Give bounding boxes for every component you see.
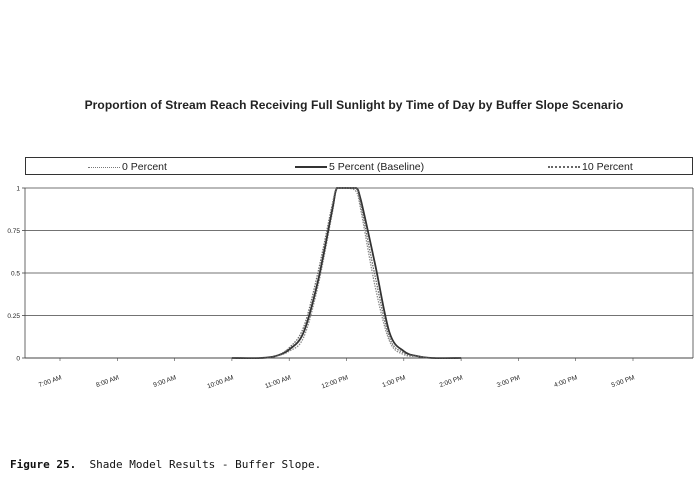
- legend-item-10-percent: 10 Percent: [548, 160, 633, 174]
- x-tick-label-10: 5:00 PM: [611, 374, 636, 389]
- x-tick-label-9: 4:00 PM: [553, 374, 578, 389]
- y-tick-label-0: 0: [16, 356, 20, 363]
- legend-label-5-percent-baseline: 5 Percent (Baseline): [329, 161, 425, 173]
- x-tick-label-1: 8:00 AM: [95, 374, 120, 389]
- figure-caption: Figure 25. Shade Model Results - Buffer …: [10, 458, 321, 471]
- legend-swatch-0-percent: [88, 166, 120, 168]
- y-tick-label-2: 0.5: [11, 271, 20, 278]
- x-tick-label-3: 10:00 AM: [206, 374, 234, 390]
- legend-swatch-5-percent-baseline: [295, 166, 327, 168]
- caption-label: Figure 25.: [10, 458, 77, 471]
- x-tick-label-7: 2:00 PM: [439, 374, 464, 389]
- y-tick-label-3: 0.75: [7, 228, 20, 235]
- x-tick-label-5: 12:00 PM: [321, 374, 350, 390]
- chart-legend: 0 Percent 5 Percent (Baseline) 10 Percen…: [25, 157, 693, 175]
- x-tick-label-2: 9:00 AM: [152, 374, 177, 389]
- x-tick-label-0: 7:00 AM: [38, 374, 63, 389]
- caption-text: Shade Model Results - Buffer Slope.: [76, 458, 322, 471]
- y-tick-label-4: 1: [16, 186, 20, 193]
- series-line-10-percent: [231, 187, 462, 359]
- chart-title: Proportion of Stream Reach Receiving Ful…: [84, 98, 624, 112]
- x-tick-label-4: 11:00 AM: [264, 374, 292, 390]
- x-tick-label-6: 1:00 PM: [381, 374, 406, 389]
- legend-item-0-percent: 0 Percent: [88, 160, 167, 174]
- legend-item-5-percent-baseline: 5 Percent (Baseline): [295, 160, 424, 174]
- legend-label-10-percent: 10 Percent: [582, 161, 633, 173]
- y-tick-label-1: 0.25: [7, 313, 20, 320]
- legend-swatch-10-percent: [548, 166, 580, 168]
- legend-label-0-percent: 0 Percent: [122, 161, 167, 173]
- x-tick-label-8: 3:00 PM: [496, 374, 521, 389]
